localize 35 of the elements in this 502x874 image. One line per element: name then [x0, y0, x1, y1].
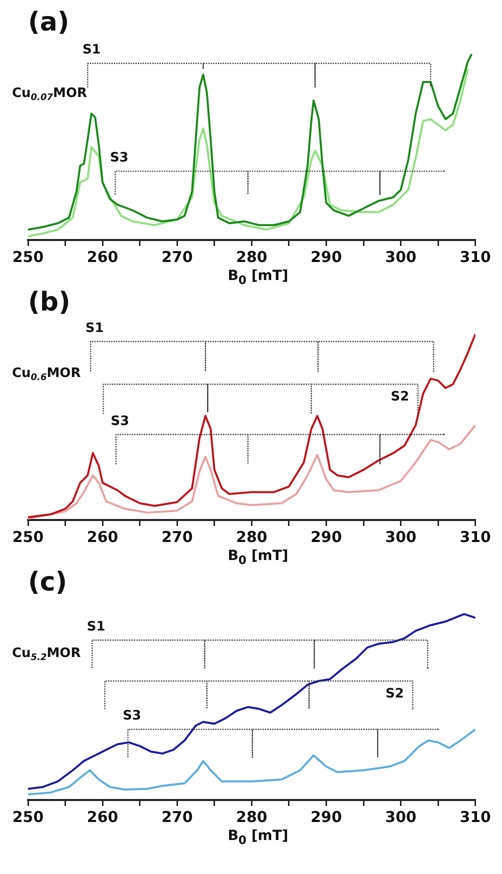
x-tick-label: 270 [161, 248, 193, 266]
x-tick-label: 310 [460, 248, 491, 266]
x-tick-label: 290 [310, 808, 342, 826]
series-label: S2 [390, 390, 410, 405]
x-tick-label: 290 [310, 528, 342, 546]
x-tick-label: 250 [12, 528, 44, 546]
series-label: S3 [122, 708, 142, 724]
series-label: S3 [110, 414, 130, 429]
series-label: S1 [85, 320, 104, 336]
x-tick-label: 270 [161, 528, 193, 546]
x-tick-label: 280 [236, 248, 268, 266]
x-tick-label: 260 [86, 808, 118, 826]
x-tick-label: 270 [161, 808, 193, 826]
x-axis-title: B$_{0}$ [mT] [226, 828, 290, 848]
x-tick-label: 260 [86, 528, 118, 546]
x-tick-label: 310 [460, 808, 491, 826]
x-axis-title: B$_{0}$ [mT] [226, 268, 290, 288]
x-tick-label: 300 [385, 808, 416, 826]
x-tick-label: 290 [310, 248, 342, 266]
series-label: S3 [110, 150, 128, 166]
x-axis-title: B$_{0}$ [mT] [226, 548, 290, 568]
series-label: S1 [86, 619, 106, 634]
x-tick-label: 310 [460, 528, 491, 546]
x-tick-label: 280 [236, 528, 268, 546]
x-tick-label: 300 [385, 248, 416, 266]
chart-title: (c) [28, 567, 68, 598]
x-tick-label: 280 [236, 808, 268, 826]
series-label: S2 [386, 686, 404, 702]
x-tick-label: 250 [12, 248, 44, 266]
series-label: S1 [82, 42, 101, 58]
chart-title: (b) [28, 287, 70, 318]
chart-title: (a) [28, 7, 70, 38]
x-tick-label: 300 [385, 528, 416, 546]
x-tick-label: 250 [12, 808, 44, 826]
x-tick-label: 260 [86, 248, 118, 266]
